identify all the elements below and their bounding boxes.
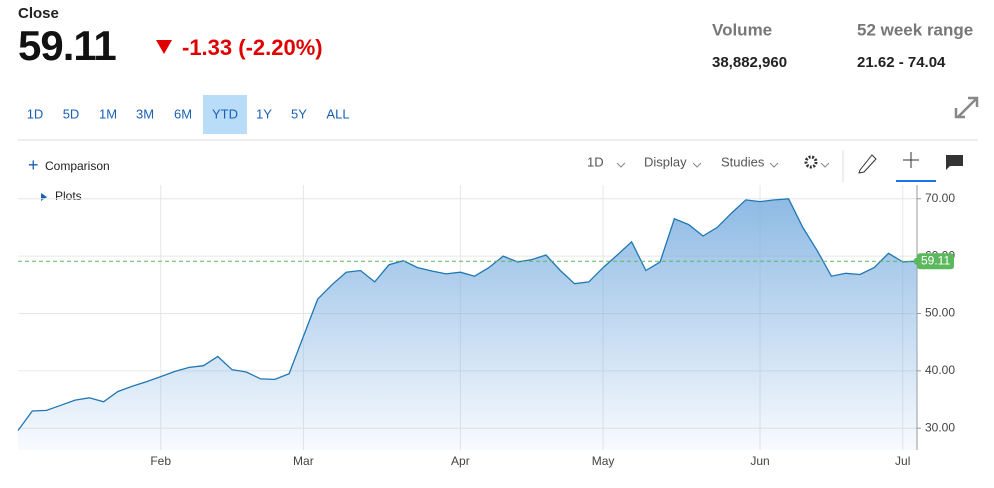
last-price-tag: [917, 253, 954, 270]
crosshair-icon[interactable]: [903, 152, 919, 168]
stat-value: 38,882,960: [712, 54, 787, 71]
x-tick-label: Mar: [293, 454, 314, 468]
range-button[interactable]: 5Y: [291, 106, 307, 121]
draw-icon[interactable]: [858, 154, 877, 174]
stat-label: 52 week range: [857, 20, 973, 39]
range-button[interactable]: 1M: [99, 106, 117, 121]
y-tick-label: 50.00: [925, 306, 955, 320]
interval-button[interactable]: 1D: [587, 154, 604, 169]
comparison-button[interactable]: Comparison: [45, 159, 110, 173]
range-button[interactable]: 1Y: [256, 106, 272, 121]
range-button[interactable]: ALL: [326, 106, 349, 121]
plots-button[interactable]: Plots: [55, 189, 82, 203]
y-tick-label: 40.00: [925, 363, 955, 377]
y-tick-label: 70.00: [925, 191, 955, 205]
x-tick-label: Feb: [150, 454, 171, 468]
range-button[interactable]: 6M: [174, 106, 192, 121]
area: [18, 198, 917, 450]
close-label: Close: [18, 5, 59, 22]
x-tick-label: May: [592, 454, 615, 468]
price-line: [17, 198, 918, 431]
plus-icon: +: [28, 155, 39, 175]
price-change: -1.33 (-2.20%): [182, 35, 323, 60]
y-tick-label: 30.00: [925, 420, 955, 434]
chart: FebMarAprMayJunJul30.0040.0050.0060.0070…: [17, 185, 955, 468]
x-tick-label: Jul: [895, 454, 910, 468]
last-price-label: 59.11: [921, 253, 950, 267]
last-price-dot: [913, 257, 921, 265]
chevron: [692, 162, 702, 168]
down-arrow: [156, 40, 172, 54]
x-tick-label: Apr: [451, 454, 470, 468]
range-button[interactable]: YTD: [212, 106, 238, 121]
stat-label: Volume: [712, 20, 772, 39]
plots-arrow: [41, 193, 47, 201]
x-tick-label: Jun: [750, 454, 769, 468]
price: 59.11: [18, 22, 116, 69]
range-button[interactable]: 5D: [63, 106, 80, 121]
range-selected: [203, 95, 247, 134]
range-button[interactable]: 3M: [136, 106, 154, 121]
expand-icon[interactable]: [954, 96, 979, 119]
chevron: [616, 162, 626, 168]
studies-button[interactable]: Studies: [721, 154, 765, 169]
chevron: [820, 162, 830, 168]
range-button[interactable]: 1D: [27, 106, 44, 121]
display-button[interactable]: Display: [644, 154, 687, 169]
chevron: [769, 162, 779, 168]
stat-value: 21.62 - 74.04: [857, 54, 946, 71]
settings-icon[interactable]: [804, 155, 818, 169]
comment-icon[interactable]: [946, 155, 963, 170]
